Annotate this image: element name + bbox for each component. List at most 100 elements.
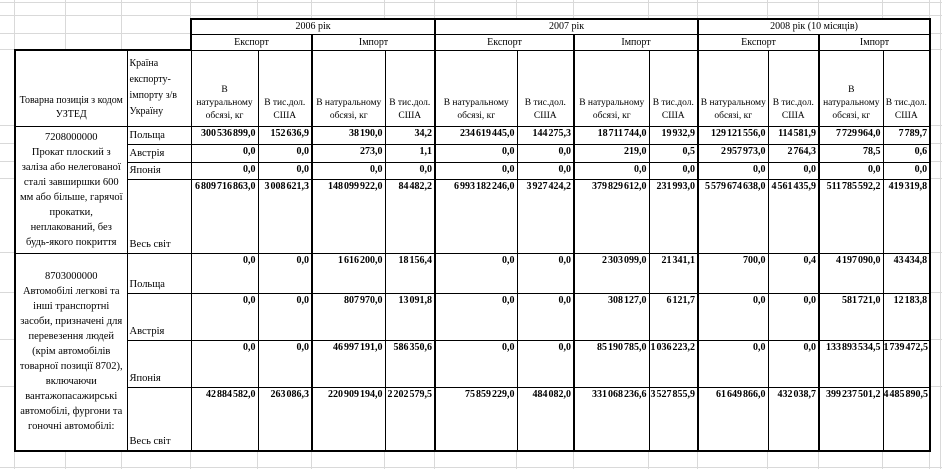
country-cell[interactable]: Весь світ [126,386,192,452]
value-cell[interactable]: 0,0 [516,339,575,388]
value-cell[interactable]: 2 764,3 [767,143,820,163]
value-cell[interactable]: 6 993 182 246,0 [434,178,518,254]
value-cell[interactable]: 5 579 674 638,0 [697,178,769,254]
value-cell[interactable]: 61 649 866,0 [697,386,769,452]
value-cell[interactable]: 0,6 [882,143,932,163]
value-cell[interactable]: 3 927 424,2 [516,178,575,254]
value-cell[interactable]: 0,0 [384,161,436,180]
country-cell[interactable]: Австрія [126,143,192,163]
value-cell[interactable]: 0,0 [818,161,884,180]
country-cell[interactable]: Весь світ [126,178,192,254]
value-cell[interactable]: 263 086,3 [257,386,313,452]
value-cell[interactable]: 0,0 [257,339,313,388]
value-cell[interactable]: 0,0 [697,161,769,180]
value-cell[interactable]: 0,0 [190,292,259,341]
value-cell[interactable]: 18 711 744,0 [573,125,650,145]
value-cell[interactable]: 2 202 579,5 [384,386,436,452]
value-cell[interactable]: 7 789,7 [882,125,932,145]
value-cell[interactable]: 234 619 445,0 [434,125,518,145]
value-cell[interactable]: 0,0 [767,339,820,388]
value-cell[interactable]: 484 082,0 [516,386,575,452]
value-cell[interactable]: 12 183,8 [882,292,932,341]
value-cell[interactable]: 432 038,7 [767,386,820,452]
value-cell[interactable]: 220 909 194,0 [311,386,386,452]
value-cell[interactable]: 0,0 [516,252,575,294]
country-cell[interactable]: Японія [126,339,192,388]
value-cell[interactable]: 0,0 [257,161,313,180]
value-cell[interactable]: 511 785 592,2 [818,178,884,254]
value-cell[interactable]: 18 156,4 [384,252,436,294]
value-cell[interactable]: 129 121 556,0 [697,125,769,145]
value-cell[interactable]: 273,0 [311,143,386,163]
value-cell[interactable]: 581 721,0 [818,292,884,341]
value-cell[interactable]: 0,0 [516,292,575,341]
value-cell[interactable]: 42 884 582,0 [190,386,259,452]
value-cell[interactable]: 1,1 [384,143,436,163]
value-cell[interactable]: 2 957 973,0 [697,143,769,163]
value-cell[interactable]: 0,0 [190,143,259,163]
value-cell[interactable]: 0,0 [516,161,575,180]
product-cell[interactable]: 8703000000 Автомобілі легкові та інші тр… [14,252,128,452]
value-cell[interactable]: 0,0 [257,292,313,341]
value-cell[interactable]: 4 197 090,0 [818,252,884,294]
value-cell[interactable]: 586 350,6 [384,339,436,388]
value-cell[interactable]: 133 893 534,5 [818,339,884,388]
value-cell[interactable]: 152 636,9 [257,125,313,145]
value-cell[interactable]: 4 561 435,9 [767,178,820,254]
value-cell[interactable]: 6 809 716 863,0 [190,178,259,254]
value-cell[interactable]: 1 036 223,2 [648,339,699,388]
value-cell[interactable]: 0,0 [697,292,769,341]
value-cell[interactable]: 0,0 [434,161,518,180]
value-cell[interactable]: 85 190 785,0 [573,339,650,388]
value-cell[interactable]: 0,4 [767,252,820,294]
value-cell[interactable]: 0,0 [190,339,259,388]
value-cell[interactable]: 148 099 922,0 [311,178,386,254]
value-cell[interactable]: 1 616 200,0 [311,252,386,294]
value-cell[interactable]: 0,0 [434,143,518,163]
value-cell[interactable]: 0,0 [311,161,386,180]
value-cell[interactable]: 0,0 [767,161,820,180]
value-cell[interactable]: 1 739 472,5 [882,339,932,388]
value-cell[interactable]: 219,0 [573,143,650,163]
value-cell[interactable]: 308 127,0 [573,292,650,341]
value-cell[interactable]: 379 829 612,0 [573,178,650,254]
value-cell[interactable]: 231 993,0 [648,178,699,254]
country-cell[interactable]: Австрія [126,292,192,341]
value-cell[interactable]: 114 581,9 [767,125,820,145]
country-cell[interactable]: Японія [126,161,192,180]
value-cell[interactable]: 0,0 [882,161,932,180]
value-cell[interactable]: 0,0 [434,292,518,341]
value-cell[interactable]: 7 729 964,0 [818,125,884,145]
value-cell[interactable]: 0,0 [697,339,769,388]
value-cell[interactable]: 0,0 [434,252,518,294]
country-cell[interactable]: Польща [126,125,192,145]
value-cell[interactable]: 144 275,3 [516,125,575,145]
country-cell[interactable]: Польща [126,252,192,294]
value-cell[interactable]: 399 237 501,2 [818,386,884,452]
value-cell[interactable]: 3 527 855,9 [648,386,699,452]
value-cell[interactable]: 0,0 [648,161,699,180]
product-cell[interactable]: 7208000000 Прокат плоский з заліза або н… [14,125,128,254]
value-cell[interactable]: 2 303 099,0 [573,252,650,294]
value-cell[interactable]: 0,0 [516,143,575,163]
value-cell[interactable]: 0,0 [573,161,650,180]
value-cell[interactable]: 700,0 [697,252,769,294]
value-cell[interactable]: 6 121,7 [648,292,699,341]
value-cell[interactable]: 75 859 229,0 [434,386,518,452]
value-cell[interactable]: 0,0 [190,161,259,180]
value-cell[interactable]: 0,0 [257,252,313,294]
value-cell[interactable]: 84 482,2 [384,178,436,254]
value-cell[interactable]: 19 932,9 [648,125,699,145]
value-cell[interactable]: 807 970,0 [311,292,386,341]
value-cell[interactable]: 0,0 [190,252,259,294]
value-cell[interactable]: 300 536 899,0 [190,125,259,145]
value-cell[interactable]: 4 485 890,5 [882,386,932,452]
value-cell[interactable]: 0,0 [434,339,518,388]
value-cell[interactable]: 419 319,8 [882,178,932,254]
value-cell[interactable]: 46 997 191,0 [311,339,386,388]
value-cell[interactable]: 78,5 [818,143,884,163]
value-cell[interactable]: 21 341,1 [648,252,699,294]
value-cell[interactable]: 13 091,8 [384,292,436,341]
value-cell[interactable]: 38 190,0 [311,125,386,145]
value-cell[interactable]: 34,2 [384,125,436,145]
